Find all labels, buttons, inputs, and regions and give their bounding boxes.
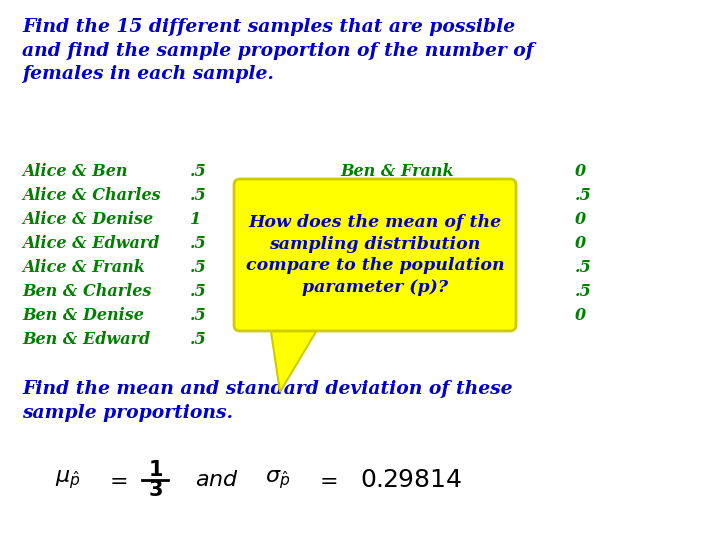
Text: .5: .5: [190, 307, 207, 325]
Text: Alice & Ben: Alice & Ben: [22, 164, 127, 180]
Text: Alice & Charles: Alice & Charles: [22, 187, 161, 205]
Text: $\mu_{\hat{p}}$: $\mu_{\hat{p}}$: [55, 469, 81, 491]
FancyBboxPatch shape: [234, 179, 516, 331]
Text: 0: 0: [575, 307, 586, 325]
Text: Charles & Denise: Charles & Denise: [340, 187, 495, 205]
Text: .5: .5: [190, 164, 207, 180]
Polygon shape: [270, 325, 320, 392]
Text: 1: 1: [190, 212, 201, 228]
Text: .5: .5: [190, 284, 207, 300]
Text: Alice & Edward: Alice & Edward: [22, 235, 160, 253]
Text: Alice & Frank: Alice & Frank: [22, 260, 145, 276]
Text: .5: .5: [190, 260, 207, 276]
Text: Alice & Denise: Alice & Denise: [22, 212, 153, 228]
Text: $0.29814$: $0.29814$: [360, 468, 462, 492]
Text: Ben & Charles: Ben & Charles: [22, 284, 151, 300]
Text: How does the mean of the
sampling distribution
compare to the population
paramet: How does the mean of the sampling distri…: [246, 214, 504, 296]
Text: .5: .5: [575, 260, 592, 276]
Text: $\mathit{and}$: $\mathit{and}$: [195, 469, 239, 491]
Text: .5: .5: [575, 187, 592, 205]
Text: Denise & Edward: Denise & Edward: [340, 260, 494, 276]
Text: .5: .5: [575, 284, 592, 300]
Text: .5: .5: [190, 332, 207, 348]
Text: Ben & Denise: Ben & Denise: [22, 307, 144, 325]
Text: $\mathbf{1}$: $\mathbf{1}$: [148, 460, 163, 480]
Text: 0: 0: [575, 212, 586, 228]
Text: Charles & Frank: Charles & Frank: [340, 235, 487, 253]
Text: Ben & Edward: Ben & Edward: [22, 332, 150, 348]
Polygon shape: [272, 322, 318, 326]
Text: $=$: $=$: [315, 469, 338, 491]
Text: Find the 15 different samples that are possible
and find the sample proportion o: Find the 15 different samples that are p…: [22, 18, 534, 83]
Text: $=$: $=$: [105, 469, 127, 491]
Text: Edward & Frank: Edward & Frank: [340, 307, 485, 325]
Text: 0: 0: [575, 164, 586, 180]
Text: Ben & Frank: Ben & Frank: [340, 164, 454, 180]
Text: .5: .5: [190, 187, 207, 205]
Text: Find the mean and standard deviation of these
sample proportions.: Find the mean and standard deviation of …: [22, 380, 513, 422]
Text: 0: 0: [575, 235, 586, 253]
Text: $\sigma_{\hat{p}}$: $\sigma_{\hat{p}}$: [265, 469, 290, 491]
Text: $\mathbf{3}$: $\mathbf{3}$: [148, 480, 163, 500]
Text: .5: .5: [190, 235, 207, 253]
Text: Denise & Frank: Denise & Frank: [340, 284, 480, 300]
Text: Charles & Edward: Charles & Edward: [340, 212, 501, 228]
